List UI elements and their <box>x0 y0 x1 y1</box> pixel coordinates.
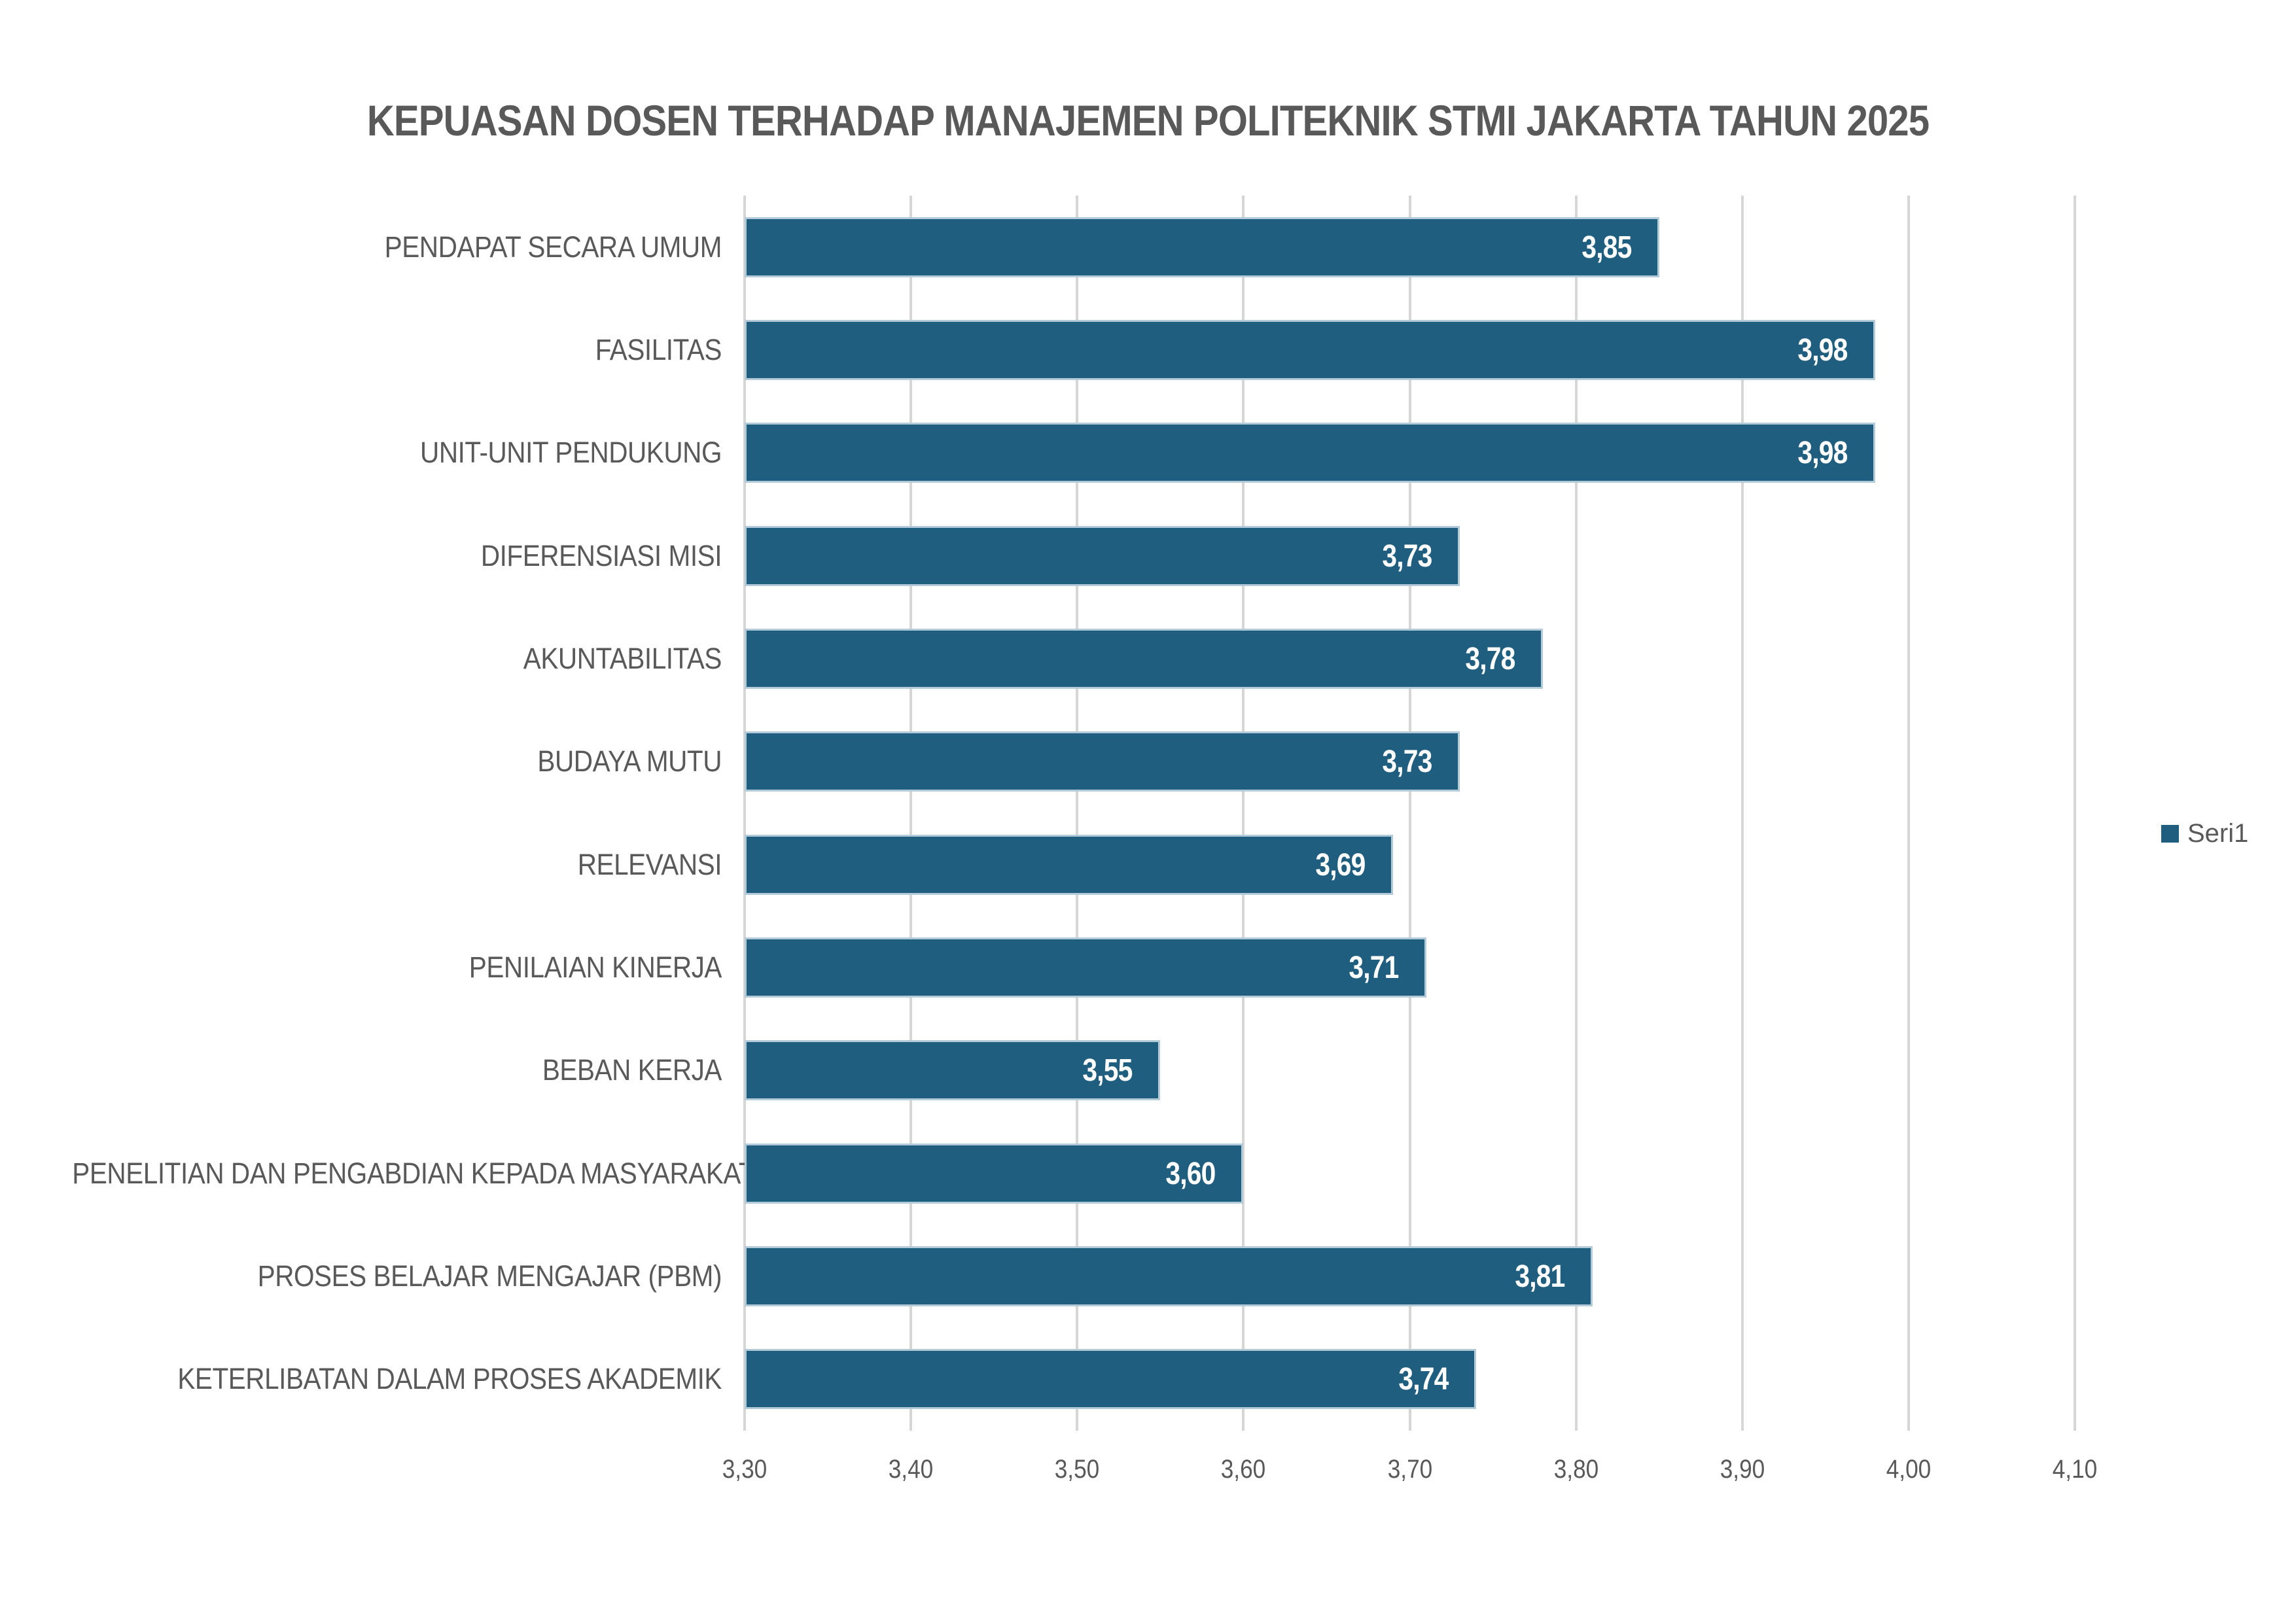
gridline <box>1409 196 1411 1431</box>
gridline <box>1242 196 1245 1431</box>
gridline <box>2074 196 2076 1431</box>
gridline <box>743 196 746 1431</box>
value-label: 3,78 <box>1464 641 1515 676</box>
bar: 3,60 <box>745 1143 1243 1204</box>
x-axis-tick-label: 3,80 <box>1553 1455 1599 1484</box>
category-label: UNIT-UNIT PENDUKUNG <box>420 436 722 469</box>
category-label: FASILITAS <box>595 333 722 366</box>
bar: 3,69 <box>745 835 1393 895</box>
value-label: 3,69 <box>1315 847 1366 882</box>
legend-marker-seri1 <box>2161 825 2179 843</box>
bar: 3,73 <box>745 731 1460 792</box>
category-label: PROSES BELAJAR MENGAJAR (PBM) <box>257 1259 722 1293</box>
x-axis-tick-label: 3,30 <box>722 1455 768 1484</box>
x-axis-tick-label: 4,10 <box>2052 1455 2098 1484</box>
gridline <box>1741 196 1744 1431</box>
category-label: PENDAPAT SECARA UMUM <box>384 230 722 264</box>
value-label: 3,73 <box>1381 744 1432 779</box>
gridline <box>1575 196 1578 1431</box>
category-label: RELEVANSI <box>577 848 722 881</box>
bar: 3,81 <box>745 1246 1593 1306</box>
value-label: 3,73 <box>1381 538 1432 574</box>
legend-label: Seri1 <box>2187 819 2249 848</box>
bar: 3,98 <box>745 320 1875 380</box>
category-label: KETERLIBATAN DALAM PROSES AKADEMIK <box>177 1362 722 1395</box>
gridline <box>1907 196 1910 1431</box>
x-axis-tick-label: 3,40 <box>888 1455 934 1484</box>
value-label: 3,74 <box>1398 1361 1449 1397</box>
value-label: 3,85 <box>1581 230 1632 265</box>
value-label: 3,98 <box>1797 435 1848 470</box>
bar: 3,73 <box>745 526 1460 586</box>
chart-title: KEPUASAN DOSEN TERHADAP MANAJEMEN POLITE… <box>366 96 1930 145</box>
legend: Seri1 <box>2161 819 2248 848</box>
bar: 3,55 <box>745 1040 1160 1100</box>
category-label: AKUNTABILITAS <box>523 642 722 675</box>
category-label: BEBAN KERJA <box>542 1053 722 1087</box>
value-label: 3,98 <box>1797 332 1848 368</box>
gridline <box>910 196 912 1431</box>
value-label: 3,60 <box>1165 1156 1216 1191</box>
value-label: 3,81 <box>1514 1259 1565 1294</box>
category-label: PENELITIAN DAN PENGABDIAN KEPADA MASYARA… <box>72 1157 755 1190</box>
bar: 3,85 <box>745 217 1659 277</box>
x-axis-tick-label: 3,70 <box>1387 1455 1433 1484</box>
x-axis-tick-label: 3,90 <box>1720 1455 1765 1484</box>
bar: 3,71 <box>745 937 1426 998</box>
gridline <box>1076 196 1078 1431</box>
category-label: PENILAIAN KINERJA <box>468 951 722 984</box>
bar: 3,74 <box>745 1349 1476 1409</box>
category-label: BUDAYA MUTU <box>537 744 722 778</box>
bar: 3,98 <box>745 423 1875 483</box>
value-label: 3,71 <box>1348 950 1399 985</box>
value-label: 3,55 <box>1082 1053 1133 1088</box>
x-axis-tick-label: 3,50 <box>1054 1455 1100 1484</box>
x-axis-tick-label: 4,00 <box>1886 1455 1932 1484</box>
category-label: DIFERENSIASI MISI <box>480 539 722 572</box>
x-axis-tick-label: 3,60 <box>1220 1455 1266 1484</box>
bar: 3,78 <box>745 629 1543 689</box>
